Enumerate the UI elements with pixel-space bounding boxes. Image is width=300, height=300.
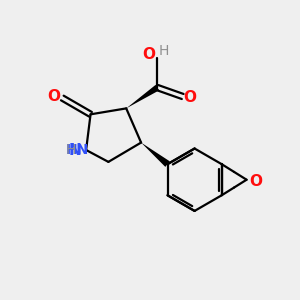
Text: H: H bbox=[65, 143, 76, 157]
Text: O: O bbox=[184, 91, 196, 106]
Text: O: O bbox=[250, 174, 262, 189]
Polygon shape bbox=[141, 142, 170, 167]
Text: O: O bbox=[142, 47, 155, 62]
Text: H: H bbox=[159, 44, 169, 58]
Text: O: O bbox=[47, 89, 61, 104]
Polygon shape bbox=[126, 85, 159, 108]
Text: HN: HN bbox=[66, 143, 89, 157]
Text: N: N bbox=[69, 142, 82, 158]
